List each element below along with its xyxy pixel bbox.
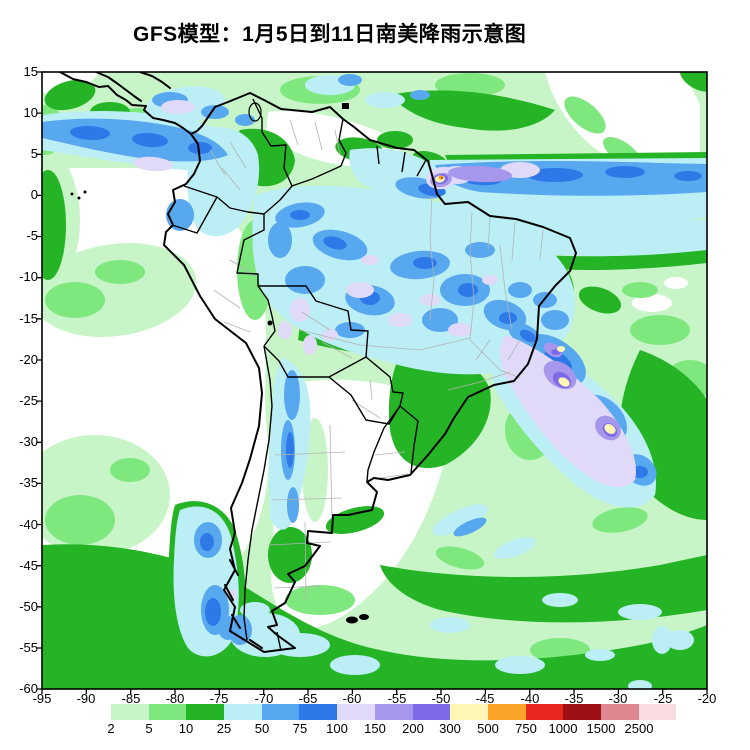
y-tick-label: -55: [19, 640, 38, 655]
state-borders: [209, 119, 544, 601]
legend-label: 75: [292, 721, 308, 736]
legend-swatch: [111, 704, 149, 720]
x-tick-label: -90: [76, 691, 96, 706]
y-tick-label: 5: [30, 146, 38, 161]
legend-swatch: [337, 704, 375, 720]
legend-swatch: [563, 704, 601, 720]
legend-swatch: [186, 704, 225, 720]
y-tick-label: -35: [19, 475, 38, 490]
legend-swatch: [299, 704, 338, 720]
legend-label: 200: [402, 721, 424, 736]
rain-layer-750mm: [441, 177, 443, 179]
x-tick-label: -50: [431, 691, 451, 706]
x-tick-label: -95: [32, 691, 52, 706]
legend-swatch: [450, 704, 488, 720]
y-axis-ticks: [37, 71, 42, 690]
y-tick-label: 0: [30, 187, 38, 202]
legend-swatch: [261, 704, 300, 720]
coastline: [59, 72, 577, 653]
x-tick-label: -55: [387, 691, 407, 706]
legend-swatch: [525, 704, 564, 720]
y-tick-label: -30: [19, 434, 38, 449]
legend-label: 150: [364, 721, 386, 736]
x-axis-ticks: [41, 689, 708, 694]
legend-label: 50: [254, 721, 270, 736]
x-tick-label: -80: [165, 691, 185, 706]
y-tick-label: 15: [23, 64, 38, 79]
page-title: GFS模型：1月5日到11日南美降雨示意图: [133, 23, 527, 46]
x-tick-label: -65: [298, 691, 318, 706]
country-borders: [171, 98, 427, 652]
legend-label: 1000: [548, 721, 578, 736]
x-tick-label: -40: [520, 691, 540, 706]
legend-label: 500: [477, 721, 499, 736]
x-tick-label: -25: [653, 691, 673, 706]
legend-label: 10: [178, 721, 194, 736]
precip-legend-colorbar: [111, 704, 677, 720]
legend-label: 1500: [586, 721, 616, 736]
x-tick-label: -60: [342, 691, 362, 706]
legend-label: 25: [216, 721, 232, 736]
legend-label: 300: [439, 721, 461, 736]
y-tick-label: -50: [19, 599, 38, 614]
x-tick-label: -45: [475, 691, 495, 706]
x-tick-label: -70: [254, 691, 274, 706]
y-tick-label: -10: [19, 269, 38, 284]
legend-swatch: [487, 704, 526, 720]
y-tick-label: -45: [19, 558, 38, 573]
y-tick-label: -40: [19, 517, 38, 532]
legend-label: 100: [326, 721, 348, 736]
y-tick-label: -60: [19, 681, 38, 696]
y-tick-label: -25: [19, 393, 38, 408]
legend-swatch: [600, 704, 639, 720]
legend-swatch: [374, 704, 413, 720]
legend-label: 2: [107, 721, 115, 736]
y-tick-label: 10: [23, 105, 38, 120]
legend-label: 5: [145, 721, 153, 736]
x-tick-label: -35: [564, 691, 584, 706]
legend-label: 750: [515, 721, 537, 736]
y-tick-label: -5: [26, 228, 38, 243]
y-tick-label: -15: [19, 311, 38, 326]
y-tick-label: -20: [19, 352, 38, 367]
legend-swatch: [148, 704, 187, 720]
legend-swatch: [638, 704, 677, 720]
legend-label: 2500: [624, 721, 654, 736]
x-tick-label: -75: [209, 691, 229, 706]
islands: [70, 103, 369, 624]
x-tick-label: -85: [121, 691, 141, 706]
map-frame: [37, 71, 708, 694]
x-tick-label: -20: [697, 691, 717, 706]
legend-swatch: [224, 704, 262, 720]
legend-swatch: [412, 704, 451, 720]
x-tick-label: -30: [608, 691, 628, 706]
